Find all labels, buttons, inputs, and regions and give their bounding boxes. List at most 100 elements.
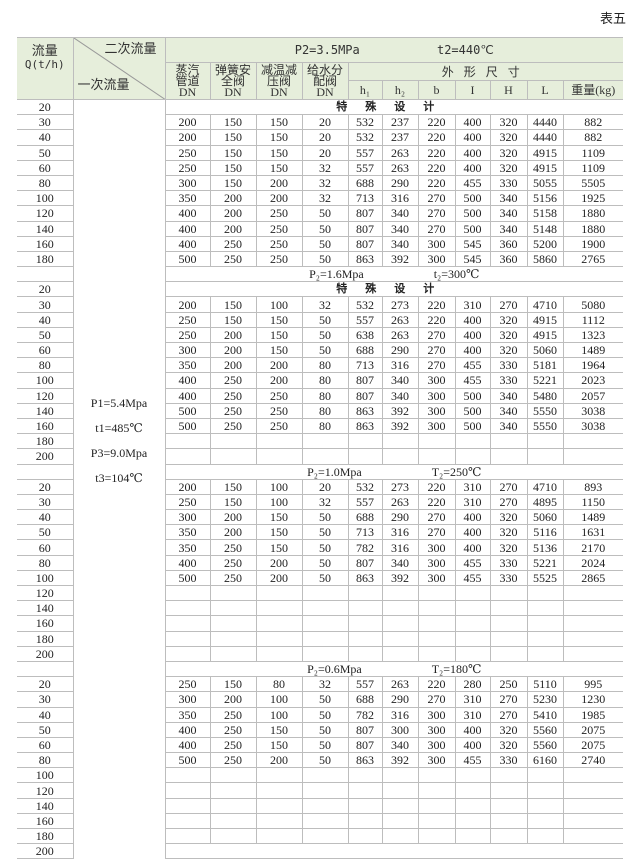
empty-cell: [209, 782, 257, 799]
empty-cell: [209, 615, 257, 632]
data-cell: 1880: [562, 220, 624, 237]
empty-cell: [454, 630, 491, 647]
data-cell: 5060: [526, 341, 564, 359]
data-cell: 220: [417, 114, 456, 131]
data-cell: 340: [489, 402, 528, 419]
data-cell: 300: [164, 691, 211, 708]
empty-cell: [562, 433, 624, 450]
table-row: 20 250 150 80 32 557 263 220 280 250 5110 995: [17, 676, 624, 693]
data-cell: 4915: [526, 144, 564, 161]
flow-value: 140: [17, 220, 74, 237]
data-cell: 5560: [526, 736, 564, 754]
data-cell: 200: [255, 554, 303, 571]
flow-value: 140: [17, 797, 74, 814]
data-cell: 50: [301, 691, 349, 708]
data-cell: 310: [454, 706, 491, 723]
empty-cell: [164, 827, 211, 845]
table-row: 200: [17, 645, 624, 662]
flow-value: 40: [17, 706, 74, 723]
table-row: 80 300 150 200 32 688 290 220 455 330 5055 5505: [17, 174, 624, 192]
empty-cell: [301, 645, 349, 662]
data-cell: 688: [347, 509, 383, 526]
data-cell: 688: [347, 341, 383, 359]
empty-cell: [562, 448, 624, 465]
data-cell: 400: [454, 311, 491, 328]
data-cell: 50: [301, 752, 349, 769]
data-cell: 50: [301, 706, 349, 723]
flow-value: 20: [17, 98, 74, 116]
data-cell: 32: [301, 159, 349, 176]
empty-cell: [347, 630, 383, 647]
data-cell: 863: [347, 402, 383, 419]
table-row: 140 500 250 250 80 863 392 300 500 340 5550 3038: [17, 402, 624, 419]
empty-cell: [301, 433, 349, 450]
data-cell: 310: [454, 296, 491, 313]
empty-cell: [255, 645, 303, 662]
data-cell: 500: [454, 387, 491, 404]
data-cell: 400: [454, 721, 491, 738]
flow-value: 120: [17, 584, 74, 602]
table-row: 60 250 150 150 32 557 263 220 400 320 4915 1109: [17, 159, 624, 176]
flow-value: 200: [17, 843, 74, 859]
flow-value: 120: [17, 205, 74, 222]
col-reducing-valve: 减温减压阀 DN: [255, 62, 303, 100]
empty-cell: [381, 433, 419, 450]
empty-cell: [526, 630, 564, 647]
table-row: 60 350 250 150 50 782 316 300 400 320 5136 2170: [17, 539, 624, 556]
data-cell: 5156: [526, 190, 564, 207]
condition-0: P1=5.4Mpa: [90, 396, 148, 410]
data-cell: 360: [489, 250, 528, 268]
diagonal-line: [74, 38, 164, 99]
data-cell: 50: [301, 311, 349, 328]
empty-cell: [255, 448, 303, 465]
data-cell: 330: [489, 569, 528, 587]
data-cell: 807: [347, 205, 383, 222]
data-cell: 263: [381, 144, 419, 161]
empty-cell: [417, 584, 456, 602]
section-pressure: P₂=0.6Mpa: [307, 662, 362, 677]
data-cell: 250: [164, 159, 211, 176]
data-cell: 270: [489, 706, 528, 723]
data-cell: 320: [489, 721, 528, 738]
table-row: 50 250 150 150 20 557 263 220 400 320 4915 1109: [17, 144, 624, 161]
empty-cell: [301, 812, 349, 830]
data-cell: 250: [164, 493, 211, 511]
data-cell: 300: [417, 417, 456, 435]
empty-cell: [301, 615, 349, 632]
data-cell: 3038: [562, 417, 624, 435]
data-cell: 392: [381, 417, 419, 435]
data-cell: 237: [381, 114, 419, 131]
data-cell: 250: [209, 554, 257, 571]
data-cell: 400: [454, 539, 491, 556]
empty-cell: [347, 645, 383, 662]
data-cell: 316: [381, 539, 419, 556]
data-cell: 310: [454, 493, 491, 511]
data-cell: 5560: [526, 721, 564, 738]
empty-cell: [255, 433, 303, 450]
table-row: 100 500 250 200 50 863 392 300 455 330 5525 2865: [17, 569, 624, 587]
flow-value: 80: [17, 752, 74, 769]
flow-value: 20: [17, 281, 74, 298]
data-cell: 455: [454, 554, 491, 571]
flow-value: 20: [17, 478, 74, 495]
data-cell: 400: [454, 736, 491, 754]
flow-value: 180: [17, 630, 74, 647]
data-cell: 263: [381, 326, 419, 344]
empty-cell: [255, 615, 303, 632]
empty-cell: [454, 767, 491, 784]
data-cell: 150: [209, 129, 257, 146]
data-cell: 1985: [562, 706, 624, 723]
data-cell: 300: [164, 509, 211, 526]
table-row: 80 400 250 200 50 807 340 300 455 330 5221 2024: [17, 554, 624, 571]
data-cell: 250: [164, 144, 211, 161]
data-cell: 882: [562, 114, 624, 131]
flow-value: 50: [17, 326, 74, 344]
section-pressure: P₂=1.6Mpa: [309, 267, 364, 282]
col-name: 蒸汽管道: [175, 62, 200, 88]
data-cell: 392: [381, 250, 419, 268]
data-cell: 2023: [562, 372, 624, 389]
data-cell: 532: [347, 114, 383, 131]
empty-cell: [417, 645, 456, 662]
table-row: 30 250 150 100 32 557 263 220 310 270 4895 1150: [17, 493, 624, 511]
empty-cell: [209, 600, 257, 617]
